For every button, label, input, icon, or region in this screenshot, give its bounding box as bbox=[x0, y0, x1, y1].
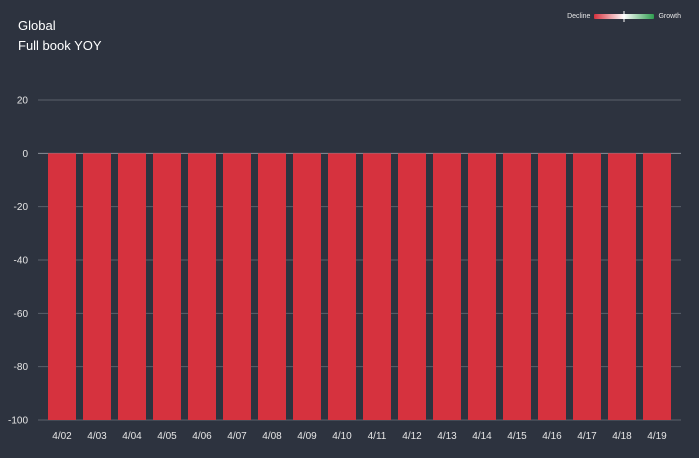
x-tick-label: 4/19 bbox=[647, 431, 667, 442]
bar[interactable] bbox=[328, 153, 356, 421]
bar[interactable] bbox=[503, 153, 531, 421]
y-tick-label: -20 bbox=[14, 202, 29, 213]
bar[interactable] bbox=[223, 153, 251, 421]
bar[interactable] bbox=[398, 153, 426, 421]
x-tick-label: 4/04 bbox=[122, 431, 142, 442]
x-tick-label: 4/05 bbox=[157, 431, 177, 442]
x-tick-label: 4/02 bbox=[52, 431, 72, 442]
x-tick-label: 4/11 bbox=[368, 431, 387, 442]
x-tick-label: 4/12 bbox=[402, 431, 422, 442]
x-tick-label: 4/13 bbox=[437, 431, 457, 442]
title-line-1: Global bbox=[18, 18, 56, 33]
title-line-2: Full book YOY bbox=[18, 38, 102, 53]
x-tick-label: 4/09 bbox=[297, 431, 317, 442]
y-tick-label: 0 bbox=[22, 149, 28, 160]
x-tick-labels: 4/02 4/03 4/04 4/05 4/06 4/07 4/08 4/09 4/10 4/11… bbox=[52, 431, 667, 442]
chart-title: Global Full book YOY bbox=[18, 16, 102, 56]
x-tick-label: 4/14 bbox=[472, 431, 492, 442]
bar[interactable] bbox=[433, 153, 461, 421]
x-tick-label: 4/15 bbox=[507, 431, 527, 442]
x-tick-label: 4/18 bbox=[612, 431, 632, 442]
color-legend: Decline Growth bbox=[567, 11, 681, 22]
bar[interactable] bbox=[538, 153, 566, 421]
x-tick-label: 4/17 bbox=[577, 431, 597, 442]
y-tick-label: -60 bbox=[14, 309, 29, 320]
x-tick-label: 4/03 bbox=[87, 431, 107, 442]
bar[interactable] bbox=[83, 153, 111, 421]
legend-decline-label: Decline bbox=[567, 13, 591, 20]
y-tick-label: 20 bbox=[17, 96, 29, 107]
y-tick-labels: 20 0 -20 -40 -60 -80 -100 bbox=[8, 96, 28, 427]
bar[interactable] bbox=[293, 153, 321, 421]
x-tick-label: 4/16 bbox=[542, 431, 562, 442]
bar[interactable] bbox=[573, 153, 601, 421]
bar[interactable] bbox=[363, 153, 391, 421]
x-tick-label: 4/08 bbox=[262, 431, 282, 442]
bar-layer bbox=[48, 153, 671, 421]
bar[interactable] bbox=[153, 153, 181, 421]
x-tick-label: 4/06 bbox=[192, 431, 212, 442]
bar[interactable] bbox=[258, 153, 286, 421]
bar[interactable] bbox=[608, 153, 636, 421]
y-tick-label: -100 bbox=[8, 416, 28, 427]
legend-growth-label: Growth bbox=[658, 13, 681, 20]
legend-marker bbox=[623, 11, 625, 22]
y-tick-label: -40 bbox=[14, 256, 29, 267]
bar[interactable] bbox=[48, 153, 76, 421]
y-tick-label: -80 bbox=[14, 362, 29, 373]
bar[interactable] bbox=[118, 153, 146, 421]
bar[interactable] bbox=[468, 153, 496, 421]
bar[interactable] bbox=[643, 153, 671, 421]
x-tick-label: 4/10 bbox=[332, 431, 352, 442]
bar[interactable] bbox=[188, 153, 216, 421]
legend-gradient-bar bbox=[594, 11, 655, 22]
x-tick-label: 4/07 bbox=[227, 431, 247, 442]
